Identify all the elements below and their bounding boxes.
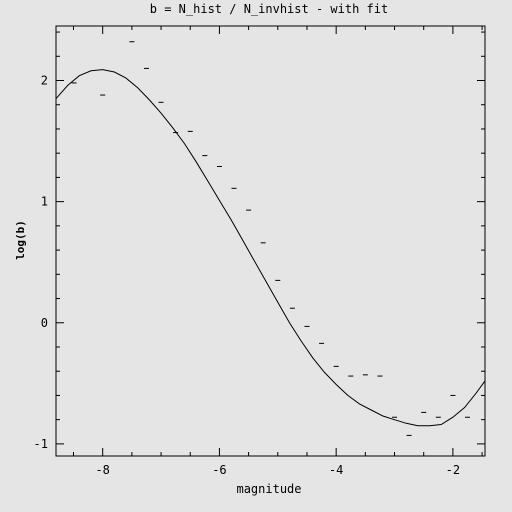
- y-tick-label: 0: [41, 316, 48, 330]
- y-tick-label: 2: [41, 74, 48, 88]
- data-points: [71, 41, 470, 436]
- tick-labels: -8 -6 -4 -2 -1 0 1 2: [34, 74, 461, 477]
- fit-curve: [55, 69, 486, 427]
- x-axis-label: magnitude: [236, 482, 301, 496]
- axis-ticks: [56, 26, 485, 456]
- y-tick-label: -1: [34, 437, 48, 451]
- x-tick-label: -2: [446, 463, 460, 477]
- y-tick-label: 1: [41, 195, 48, 209]
- x-tick-label: -6: [212, 463, 226, 477]
- x-tick-label: -4: [329, 463, 343, 477]
- y-axis-label: log(b): [14, 220, 27, 260]
- x-tick-label: -8: [95, 463, 109, 477]
- plot-area: [55, 25, 486, 457]
- chart-title: b = N_hist / N_invhist - with fit: [150, 2, 388, 16]
